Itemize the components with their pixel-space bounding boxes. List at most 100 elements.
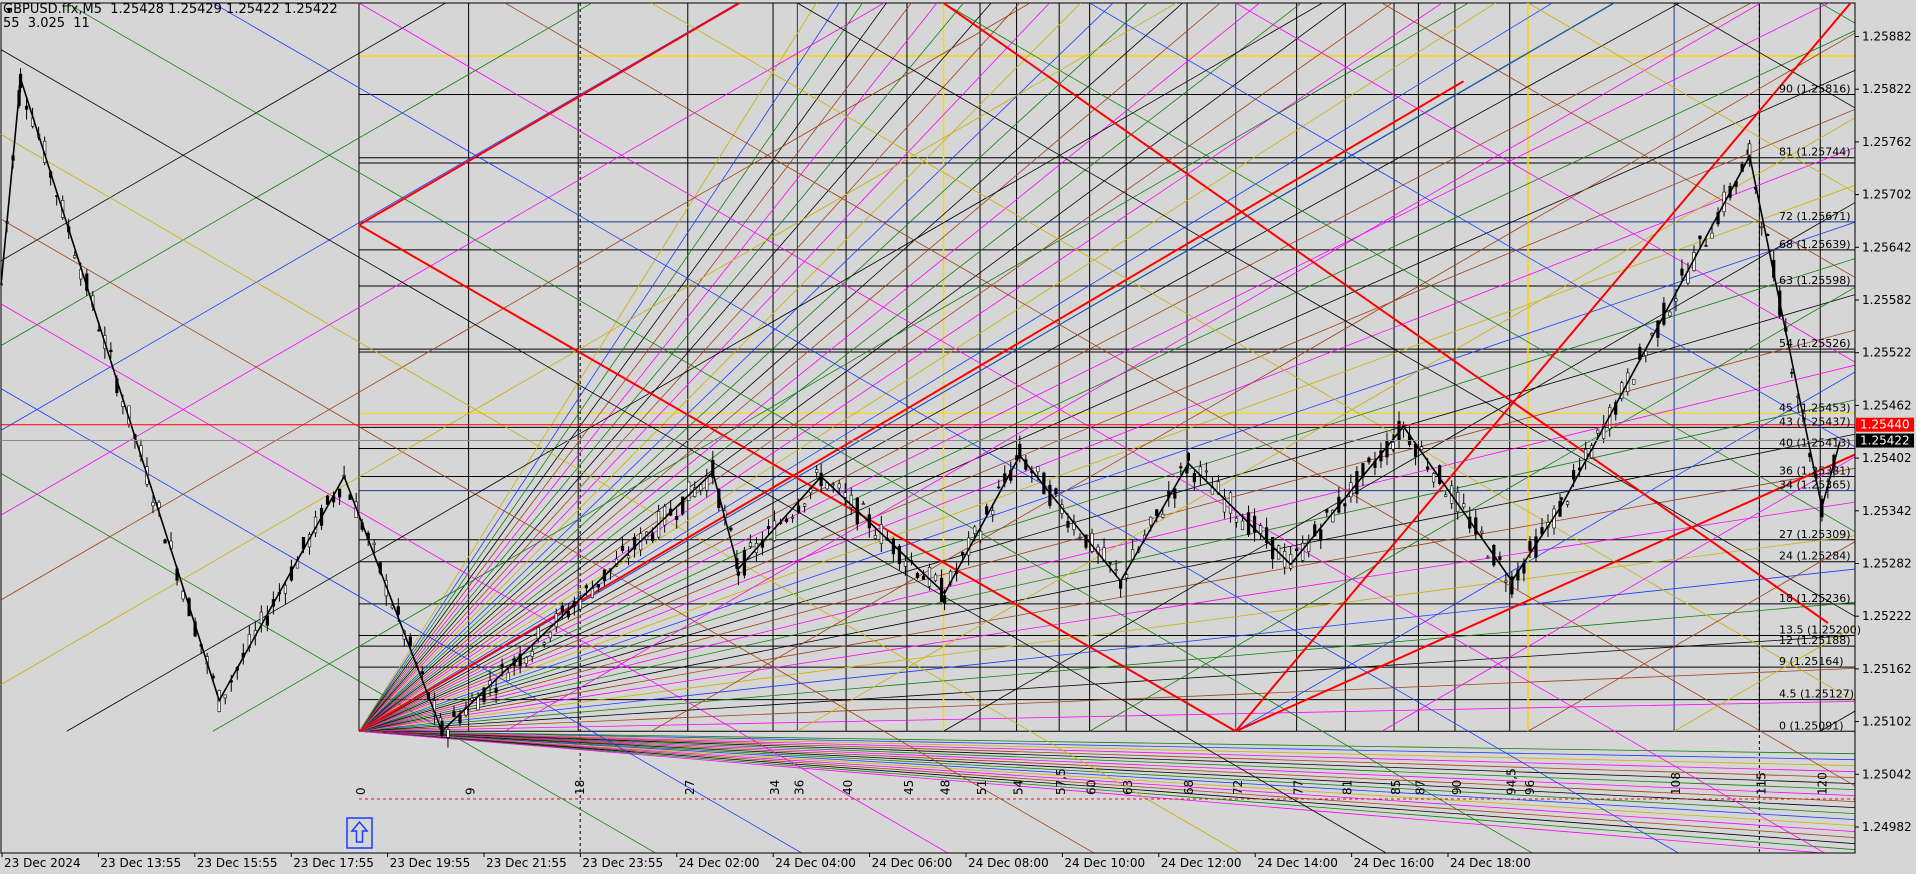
time-number-label: 0 <box>354 787 368 795</box>
time-number-label: 72 <box>1231 780 1245 795</box>
fan-line <box>358 3 1830 732</box>
candle-body <box>548 631 552 639</box>
y-tick-label: 1.25702 <box>1862 188 1912 202</box>
x-tick-label: 24 Dec 16:00 <box>1354 856 1435 870</box>
diagonal-line <box>1235 3 1855 363</box>
candle-body <box>1264 527 1269 543</box>
candle-body <box>1790 372 1794 374</box>
candle-body <box>1252 515 1257 533</box>
diagonal-line <box>1 3 593 347</box>
fan-line <box>358 108 1855 732</box>
fan-line <box>358 535 1855 732</box>
candle-body <box>927 567 932 587</box>
candle-body <box>1480 530 1484 534</box>
candle-body <box>1155 509 1159 516</box>
time-number-label: 27 <box>683 780 697 795</box>
candle-body <box>837 483 841 489</box>
candle-body <box>803 503 807 507</box>
candle-body <box>372 542 376 546</box>
candle-body <box>157 502 161 509</box>
candle-body <box>796 505 801 513</box>
y-tick-label: 1.25162 <box>1862 662 1912 676</box>
time-number-label: 9 <box>464 787 478 795</box>
candle-body <box>536 627 540 639</box>
candle-body <box>985 506 989 515</box>
fan-line <box>358 3 1347 732</box>
y-tick-label: 1.25822 <box>1862 82 1912 96</box>
red-diagonal <box>358 3 742 226</box>
fan-line <box>358 700 1855 732</box>
candle-body <box>626 555 631 559</box>
candle-body <box>1632 379 1636 385</box>
candle-body <box>420 671 424 675</box>
candle-body <box>1054 488 1058 495</box>
candle-body <box>518 653 522 667</box>
candle-body <box>1204 470 1209 473</box>
diagonal-line <box>1381 3 1855 278</box>
candle-body <box>632 537 637 550</box>
candle-body <box>1161 513 1165 518</box>
candle-body <box>1090 533 1094 552</box>
diagonal-line <box>651 3 1855 702</box>
candle-body <box>620 545 625 551</box>
level-label: 12 (1.25188) <box>1779 634 1851 647</box>
candle-body <box>1307 539 1311 552</box>
candle-body <box>1295 548 1299 552</box>
level-label: 81 (1.25744) <box>1779 146 1851 159</box>
candle-body <box>1319 529 1323 541</box>
red-diagonal <box>358 224 1237 733</box>
candle-body <box>1419 446 1424 451</box>
y-tick-label: 1.25582 <box>1862 293 1912 307</box>
candle-body <box>1192 473 1196 483</box>
level-label: 54 (1.25526) <box>1779 337 1851 350</box>
level-label: 24 (1.25284) <box>1779 550 1851 563</box>
fan-line <box>358 3 840 732</box>
y-tick-label: 1.25762 <box>1862 135 1912 149</box>
diagonal-line <box>504 3 1855 787</box>
fan-line <box>358 3 1752 732</box>
level-label: 72 (1.25671) <box>1779 210 1851 223</box>
candle-body <box>1125 574 1129 579</box>
diagonal-line <box>1527 541 1855 732</box>
candle-body <box>452 711 456 718</box>
x-tick-label: 24 Dec 08:00 <box>968 856 1049 870</box>
ask-price-tag-label: 1.25440 <box>1860 418 1910 432</box>
x-tick-label: 24 Dec 10:00 <box>1064 856 1145 870</box>
up-arrow-icon <box>350 820 369 843</box>
candle-body <box>1438 465 1442 484</box>
candle-body <box>772 520 777 541</box>
level-label: 13.5 (1.25200) <box>1779 624 1861 637</box>
fan-line <box>358 3 1302 732</box>
candle-body <box>915 572 920 578</box>
candle-body <box>997 486 1001 489</box>
fan-line <box>358 730 1855 779</box>
time-number-label: 77 <box>1292 780 1306 795</box>
x-tick-label: 23 Dec 19:55 <box>390 856 471 870</box>
candle-body <box>948 570 953 585</box>
time-number-label: 60 <box>1085 780 1099 795</box>
candle-body <box>933 574 938 581</box>
candle-body <box>1820 498 1824 518</box>
candle-body <box>109 349 113 353</box>
candle-body <box>681 496 685 515</box>
candle-body <box>73 255 77 259</box>
y-tick-label: 1.25042 <box>1862 767 1912 781</box>
fan-line <box>358 294 1855 732</box>
candle-body <box>1343 503 1347 507</box>
diagonal-line <box>1 3 1031 601</box>
diagonal-line <box>1 49 1387 853</box>
level-label: 68 (1.25639) <box>1779 238 1851 251</box>
x-tick-label: 23 Dec 2024 <box>4 856 81 870</box>
diagonal-line <box>1 388 803 853</box>
candle-body <box>458 714 462 724</box>
y-tick-label: 1.25882 <box>1862 30 1912 44</box>
candle-body <box>223 694 227 699</box>
x-tick-label: 24 Dec 14:00 <box>1257 856 1338 870</box>
candle-body <box>1760 226 1764 229</box>
level-label: 90 (1.25816) <box>1779 82 1851 95</box>
candle-body <box>530 651 534 657</box>
candle-body <box>784 518 789 522</box>
time-number-label: 90 <box>1450 780 1464 795</box>
fan-line <box>358 467 1855 732</box>
